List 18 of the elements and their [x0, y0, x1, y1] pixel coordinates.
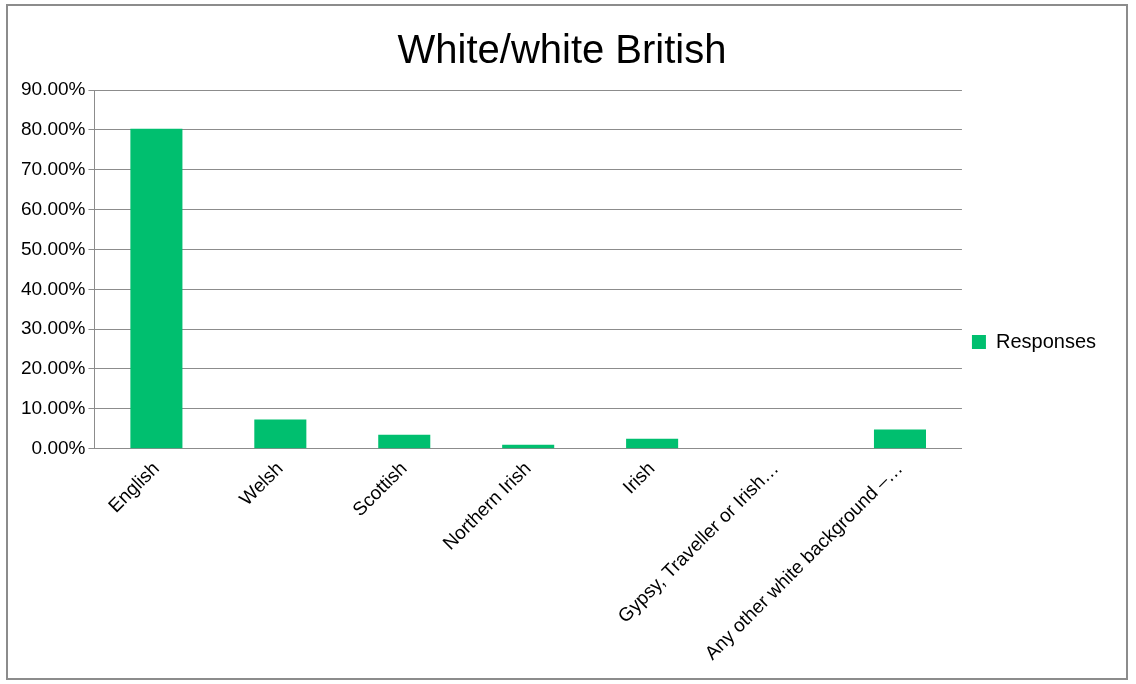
y-tick-label: 50.00%	[20, 237, 86, 259]
y-tick-label: 70.00%	[20, 157, 86, 179]
bar	[626, 438, 679, 449]
bar	[873, 429, 926, 449]
y-tick-label: 80.00%	[20, 118, 86, 140]
x-tick-label: Irish	[618, 457, 659, 498]
bar	[254, 419, 307, 449]
bar	[130, 128, 183, 449]
chart-title: White/white British	[397, 27, 727, 72]
y-tick-label: 40.00%	[20, 277, 86, 299]
y-tick-label: 20.00%	[20, 357, 86, 379]
y-tick-label: 30.00%	[20, 317, 86, 339]
bar	[378, 434, 431, 449]
y-tick-label: 0.00%	[31, 436, 86, 458]
y-tick-label: 90.00%	[20, 78, 86, 100]
y-tick-label: 10.00%	[20, 397, 86, 419]
legend-label: Responses	[995, 329, 1096, 352]
y-tick-label: 60.00%	[20, 197, 86, 219]
